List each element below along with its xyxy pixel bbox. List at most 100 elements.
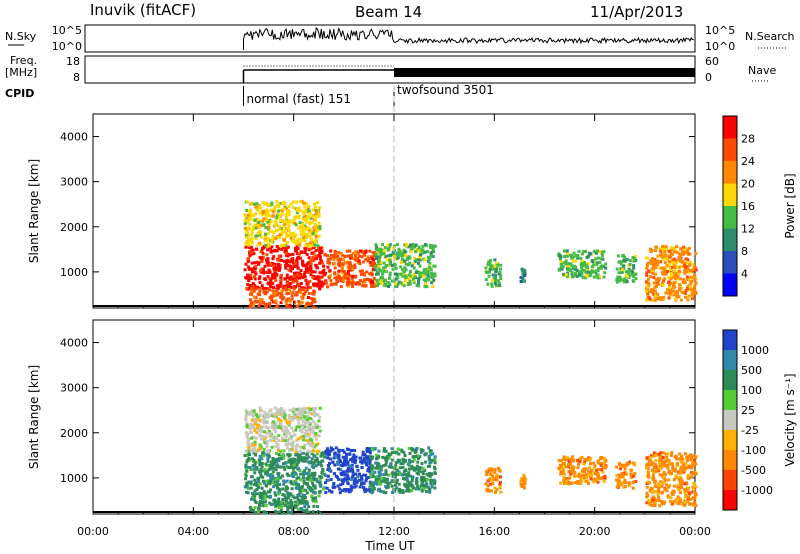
colorbar-tick-label: 12	[741, 223, 755, 236]
colorbar-tick-label: 4	[741, 268, 748, 281]
colorbar-tick-label: -1000	[741, 484, 773, 497]
date-title: 11/Apr/2013	[590, 3, 683, 21]
echo-region	[484, 466, 503, 494]
colorbar-label: Velocity [m s⁻¹]	[783, 373, 797, 466]
colorbar-tick-label: 1000	[741, 344, 769, 357]
nave-tick-bottom: 0	[705, 71, 712, 84]
colorbar-segment	[723, 470, 737, 491]
echo-region	[484, 258, 503, 288]
y-tick-label: 4000	[60, 337, 88, 350]
y-tick-label: 3000	[60, 176, 88, 189]
colorbar-segment	[723, 450, 737, 471]
colorbar-segment	[723, 410, 737, 431]
nsearch-label: N.Search	[745, 30, 795, 43]
colorbar-tick-label: 25	[741, 404, 755, 417]
y-axis-label: Slant Range [km]	[27, 365, 41, 469]
sky-trace	[243, 27, 694, 50]
x-tick-label: 00:00	[77, 525, 109, 538]
echo-region	[243, 245, 327, 291]
y-tick-label: 2000	[60, 221, 88, 234]
colorbar-tick-label: 16	[741, 200, 755, 213]
echo-region	[615, 253, 638, 284]
x-tick-label: 04:00	[177, 525, 209, 538]
y-tick-label: 3000	[60, 382, 88, 395]
colorbar-tick-label: 500	[741, 364, 762, 377]
colorbar-label: Power [dB]	[783, 173, 797, 238]
freq-band-mode2	[394, 68, 695, 77]
echo-region	[644, 244, 698, 302]
x-tick-label: 20:00	[579, 525, 611, 538]
echo-region	[248, 493, 322, 515]
cpid-label: CPID	[5, 87, 34, 100]
echo-region	[519, 267, 527, 283]
nsky-tick-bottom: 10^0	[52, 40, 82, 53]
colorbar-segment	[723, 206, 737, 229]
cpid-row: normal (fast) 151 twofsound 3501	[243, 83, 494, 106]
nave-label: Nave	[748, 64, 776, 77]
echo-region	[557, 249, 608, 280]
echo-region	[324, 249, 377, 289]
colorbar-segment	[723, 273, 737, 297]
y-tick-label: 1000	[60, 472, 88, 485]
y-axis-label: Slant Range [km]	[27, 159, 41, 263]
cpid-mode-label: normal (fast) 151	[247, 92, 351, 106]
time-axis: 00:00 04:00 08:00 12:00 16:00 20:00 00:00	[77, 114, 711, 538]
sky-search-panel	[84, 24, 696, 53]
y-tick-label: 1000	[60, 266, 88, 279]
velocity-panel: 1000 2000 3000 4000 Slant Range [km] 1000 500 1…	[27, 319, 797, 515]
colorbar-tick-label: -100	[741, 444, 766, 457]
colorbar-frame	[722, 115, 738, 297]
time-axis-label: Time UT	[364, 539, 415, 553]
colorbar-segment	[723, 183, 737, 207]
nsearch-tick-top: 10^5	[705, 24, 735, 37]
echo-region	[644, 451, 698, 508]
echo-region	[557, 455, 608, 486]
cpid-mode-label: twofsound 3501	[397, 83, 494, 97]
colorbar-tick-label: 24	[741, 155, 755, 168]
freq-trace	[242, 65, 695, 83]
freq-unit: [MHz]	[5, 66, 37, 79]
colorbar-segment	[723, 116, 737, 139]
sky-trace-line	[243, 27, 694, 50]
colorbar-segment	[723, 390, 737, 411]
echo-region	[324, 446, 372, 495]
colorbar-segment	[723, 490, 737, 511]
power-panel: 1000 2000 3000 4000 Slant Range [km] 4 8 12 16 20…	[27, 113, 797, 309]
station-title: Inuvik (fitACF)	[90, 1, 196, 19]
x-tick-label: 00:00	[679, 525, 711, 538]
echo-region	[248, 288, 317, 309]
freq-tick-bottom: 8	[73, 71, 80, 84]
colorbar-segment	[723, 228, 737, 252]
x-tick-label: 08:00	[278, 525, 310, 538]
freq-label: Freq.	[10, 54, 37, 67]
echo-region	[519, 473, 528, 490]
echo-region	[373, 242, 437, 289]
colorbar-frame	[722, 329, 738, 511]
colorbar-segment	[723, 370, 737, 391]
echo-region	[243, 450, 327, 497]
colorbar-tick-label: 100	[741, 384, 762, 397]
freq-tick-top: 18	[66, 55, 80, 68]
colorbar-tick-label: -500	[741, 464, 766, 477]
echo-region	[244, 406, 322, 454]
nsky-tick-top: 10^5	[52, 24, 82, 37]
x-tick-label: 16:00	[478, 525, 510, 538]
y-tick-label: 2000	[60, 427, 88, 440]
x-tick-label: 12:00	[378, 525, 410, 538]
nsearch-tick-bottom: 10^0	[705, 40, 735, 53]
beam-title: Beam 14	[355, 3, 422, 21]
colorbar-tick-label: 20	[741, 178, 755, 191]
colorbar-segment	[723, 430, 737, 451]
nave-tick-top: 60	[705, 55, 719, 68]
colorbar-segment	[723, 138, 737, 162]
nsky-label: N.Sky	[5, 30, 37, 43]
colorbar-tick-label: -25	[741, 424, 759, 437]
colorbar-segment	[723, 350, 737, 371]
echo-region	[243, 199, 322, 248]
colorbar-segment	[723, 161, 737, 184]
colorbar-segment	[723, 330, 737, 351]
colorbar-segment	[723, 251, 737, 274]
colorbar-tick-label: 8	[741, 245, 748, 258]
colorbar-tick-label: 28	[741, 133, 755, 146]
